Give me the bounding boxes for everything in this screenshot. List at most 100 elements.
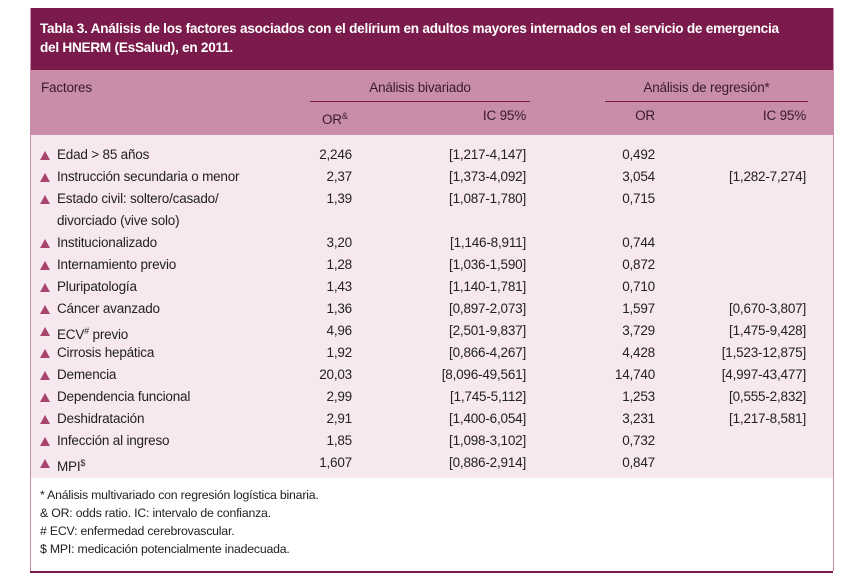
ic-value: [2,501-9,837] xyxy=(449,323,526,338)
factor: Deshidratación xyxy=(57,411,145,426)
title-line: del HNERM (EsSalud), en 2011. xyxy=(40,40,233,55)
ic-value: [1,036-1,590] xyxy=(449,257,526,272)
or-reg-value: 14,740 xyxy=(614,367,655,382)
ic-value: [8,096-49,561] xyxy=(441,367,526,382)
title-line: Tabla 3. Análisis de los factores asocia… xyxy=(40,21,779,36)
or-value: 1,28 xyxy=(326,257,353,272)
title-bar xyxy=(30,8,833,70)
factor: MPI xyxy=(57,459,81,474)
bullet xyxy=(40,261,50,270)
header-factor: Factores xyxy=(41,80,92,95)
header-or: OR xyxy=(635,108,655,123)
bullet xyxy=(40,327,50,336)
or-value: 1,92 xyxy=(326,345,353,360)
header-ic: IC 95% xyxy=(762,108,806,123)
factor: Internamiento previo xyxy=(57,257,177,272)
table-body xyxy=(30,135,833,478)
factor-rest: previo xyxy=(88,327,129,342)
bullet xyxy=(40,195,50,204)
factor: Dependencia funcional xyxy=(57,389,191,404)
footnote: $ MPI: medicación potencialmente inadecu… xyxy=(40,542,290,556)
frame xyxy=(30,8,834,571)
header-or-sup: & xyxy=(341,111,348,121)
or-reg-value: 1,597 xyxy=(622,301,655,316)
header-ic: IC 95% xyxy=(482,108,526,123)
ic-reg-value: [0,555-2,832] xyxy=(729,389,806,404)
ic-value: [1,745-5,112] xyxy=(450,389,526,404)
bullet xyxy=(40,437,50,446)
or-reg-value: 3,231 xyxy=(622,411,655,426)
bullet xyxy=(40,349,50,358)
factor: Demencia xyxy=(57,367,117,382)
factor: Institucionalizado xyxy=(57,235,157,250)
or-reg-value: 0,744 xyxy=(622,235,655,250)
or-reg-value: 0,492 xyxy=(622,147,655,162)
or-reg-value: 3,729 xyxy=(622,323,655,338)
bullet xyxy=(40,371,50,380)
or-value: 1,43 xyxy=(326,279,353,294)
footnote: # ECV: enfermedad cerebrovascular. xyxy=(40,524,235,538)
footnote: * Análisis multivariado con regresión lo… xyxy=(40,488,319,502)
or-reg-value: 3,054 xyxy=(622,169,655,184)
or-value: 1,607 xyxy=(319,455,352,470)
or-value: 2,246 xyxy=(319,147,352,162)
header-group: Análisis bivariado xyxy=(369,80,471,95)
or-reg-value: 0,710 xyxy=(622,279,655,294)
ic-reg-value: [1,282-7,274] xyxy=(729,169,806,184)
factor: divorciado (vive solo) xyxy=(57,213,180,228)
ic-value: [0,886-2,914] xyxy=(449,455,526,470)
factor: Pluripatología xyxy=(57,279,137,294)
or-value: 2,99 xyxy=(326,389,353,404)
group-rule xyxy=(310,101,530,102)
ic-value: [1,146-8,911] xyxy=(450,235,526,250)
or-value: 2,37 xyxy=(326,169,353,184)
bullet xyxy=(40,283,50,292)
ic-value: [0,897-2,073] xyxy=(449,301,526,316)
bullet xyxy=(40,459,50,468)
ic-value: [1,373-4,092] xyxy=(449,169,526,184)
group-rule xyxy=(605,101,808,102)
ic-value: [0,866-4,267] xyxy=(449,345,526,360)
ic-value: [1,140-1,781] xyxy=(449,279,526,294)
factor-sup: $ xyxy=(80,458,86,468)
factor: Estado civil: soltero/casado/ xyxy=(57,191,219,206)
factor: Infección al ingreso xyxy=(57,433,170,448)
ic-reg-value: [4,997-43,477] xyxy=(721,367,806,382)
bullet xyxy=(40,415,50,424)
ic-value: [1,217-4,147] xyxy=(449,147,526,162)
bullet xyxy=(40,393,50,402)
or-value: 1,36 xyxy=(326,301,353,316)
bullet xyxy=(40,173,50,182)
footnote: & OR: odds ratio. IC: intervalo de confi… xyxy=(40,506,271,520)
or-value: 1,39 xyxy=(326,191,353,206)
or-value: 1,85 xyxy=(326,433,353,448)
or-reg-value: 1,253 xyxy=(622,389,655,404)
or-reg-value: 0,872 xyxy=(622,257,655,272)
ic-value: [1,098-3,102] xyxy=(449,433,526,448)
header-group: Análisis de regresión* xyxy=(643,80,770,95)
header-band xyxy=(30,70,833,135)
bullet xyxy=(40,239,50,248)
or-value: 20,03 xyxy=(319,367,352,382)
factor-cell: ECV# previo xyxy=(57,323,128,343)
ic-reg-value: [1,475-9,428] xyxy=(729,323,806,338)
or-reg-value: 0,732 xyxy=(622,433,655,448)
or-reg-value: 4,428 xyxy=(622,345,655,360)
ic-value: [1,400-6,054] xyxy=(449,411,526,426)
factor-cell: MPI$ xyxy=(57,455,85,475)
factor: ECV xyxy=(57,327,85,342)
factor-sup: # xyxy=(84,326,89,336)
or-value: 3,20 xyxy=(326,235,353,250)
header-or: OR xyxy=(322,112,342,127)
or-reg-value: 0,715 xyxy=(622,191,655,206)
ic-reg-value: [0,670-3,807] xyxy=(729,301,806,316)
ic-reg-value: [1,523-12,875] xyxy=(721,345,806,360)
factor: Cirrosis hepática xyxy=(57,345,155,360)
or-reg-value: 0,847 xyxy=(622,455,655,470)
factor: Instrucción secundaria o menor xyxy=(57,169,240,184)
header-or: OR& xyxy=(322,108,348,128)
bottom-rule xyxy=(30,571,833,573)
or-value: 4,96 xyxy=(326,323,353,338)
bullet xyxy=(40,305,50,314)
